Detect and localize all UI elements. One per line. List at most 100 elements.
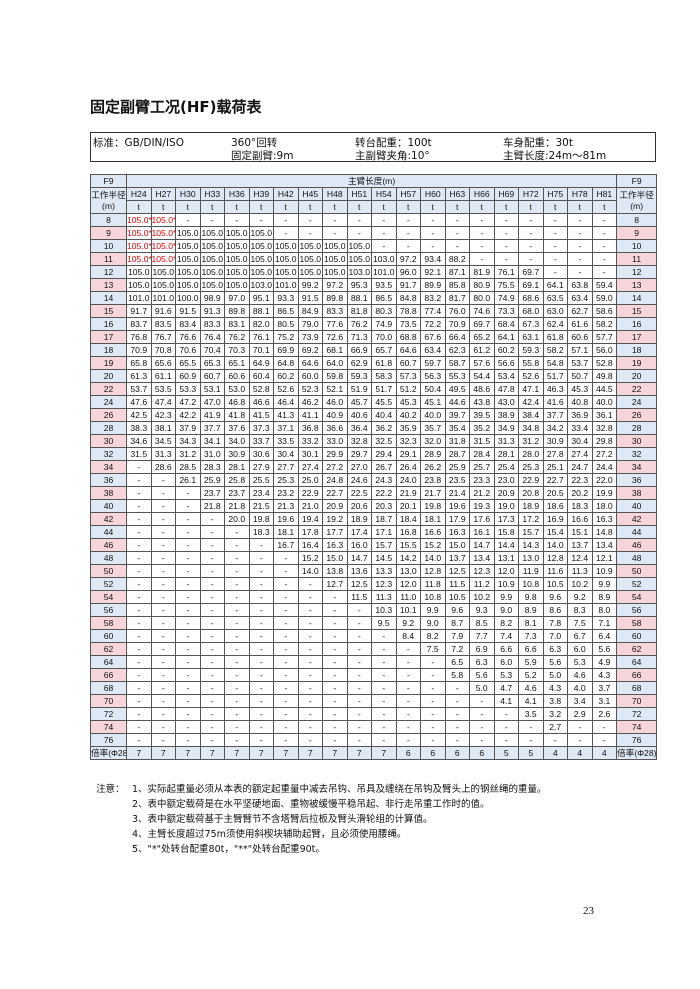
load-value: - bbox=[493, 733, 519, 747]
load-value: - bbox=[175, 551, 201, 565]
load-value: 40.9 bbox=[322, 408, 348, 422]
data-row: 56- - - - - - - - - -10.3 10.1 9.9 9.6 9.3 9.0 8.9 8.6 8.… bbox=[90, 603, 658, 617]
load-value: - bbox=[469, 733, 495, 747]
info-item: 车身配重：30t bbox=[503, 137, 573, 149]
unit: t bbox=[297, 200, 323, 214]
load-value: 27.9 bbox=[248, 460, 274, 474]
load-value: 31.2 bbox=[175, 447, 201, 461]
load-value: 105.0 bbox=[297, 252, 323, 266]
load-value: 14.8 bbox=[591, 525, 618, 539]
load-value: - bbox=[567, 733, 593, 747]
load-value: - bbox=[297, 213, 323, 227]
load-value: - bbox=[322, 603, 348, 617]
load-value: 105.0 bbox=[322, 252, 348, 266]
load-value: - bbox=[224, 733, 250, 747]
load-value: 68.6 bbox=[518, 291, 544, 305]
load-value: 8.3 bbox=[567, 603, 593, 617]
load-value: 39.7 bbox=[444, 408, 470, 422]
load-value: - bbox=[297, 694, 323, 708]
load-value: 76.6 bbox=[175, 330, 201, 344]
load-value: 62.4 bbox=[542, 317, 568, 331]
radius: 26 bbox=[616, 408, 658, 422]
radius: 56 bbox=[616, 603, 658, 617]
load-value: 13.0 bbox=[395, 564, 421, 578]
title: 固定副臂工况(HF)载荷表 bbox=[90, 98, 262, 116]
load-value: 21.4 bbox=[444, 486, 470, 500]
load-value: 26.7 bbox=[371, 460, 397, 474]
load-value: 59.0 bbox=[591, 291, 618, 305]
load-value: 22.7 bbox=[322, 486, 348, 500]
load-value: 47.0 bbox=[199, 395, 225, 409]
load-value: 34.5 bbox=[150, 434, 176, 448]
data-row: 44- - - - -18.3 18.1 17.8 17.7 17.4 17.1 16.8 16.6 1… bbox=[90, 525, 658, 539]
load-value: - bbox=[371, 733, 397, 747]
load-value: 32.3 bbox=[395, 434, 421, 448]
load-value: - bbox=[591, 265, 618, 279]
load-value: - bbox=[297, 603, 323, 617]
load-value: 60.4 bbox=[248, 369, 274, 383]
load-value: - bbox=[248, 733, 274, 747]
load-value: 15.0 bbox=[322, 551, 348, 565]
load-value: 3.5 bbox=[518, 707, 544, 721]
load-value: 20.3 bbox=[371, 499, 397, 513]
load-value: - bbox=[346, 720, 372, 734]
load-value: 70.6 bbox=[175, 343, 201, 357]
load-value: 105.0 bbox=[273, 265, 299, 279]
load-value: - bbox=[493, 252, 519, 266]
load-value: 50.7 bbox=[567, 369, 593, 383]
load-value: - bbox=[175, 603, 201, 617]
load-value: 86.5 bbox=[371, 291, 397, 305]
load-value: 37.3 bbox=[248, 421, 274, 435]
radius: 9 bbox=[90, 226, 127, 240]
load-value: 30.4 bbox=[273, 447, 299, 461]
load-value: 28.7 bbox=[444, 447, 470, 461]
load-value: 3.8 bbox=[542, 694, 568, 708]
load-value: 105.0 bbox=[175, 265, 201, 279]
data-row: 15 91.7 91.6 91.5 91.3 89.8 88.1 86.5 84.9 83.3 81… bbox=[90, 304, 658, 318]
load-value: 45.3 bbox=[395, 395, 421, 409]
load-value: 51.7 bbox=[542, 369, 568, 383]
load-value: - bbox=[346, 226, 372, 240]
radius: 76 bbox=[90, 733, 127, 747]
load-value: - bbox=[273, 603, 299, 617]
column-header: H33 bbox=[199, 187, 225, 201]
load-value: 73.5 bbox=[395, 317, 421, 331]
load-value: - bbox=[297, 707, 323, 721]
load-value: 22.7 bbox=[542, 473, 568, 487]
load-value: - bbox=[199, 629, 225, 643]
load-value: 46.4 bbox=[273, 395, 299, 409]
load-value: 59.8 bbox=[322, 369, 348, 383]
load-value: 4.6 bbox=[567, 668, 593, 682]
load-value: 36.2 bbox=[371, 421, 397, 435]
radius: 38 bbox=[90, 486, 127, 500]
load-value: 72.2 bbox=[420, 317, 446, 331]
load-value: 6.9 bbox=[469, 642, 495, 656]
radius: 62 bbox=[616, 642, 658, 656]
radius: 20 bbox=[616, 369, 658, 383]
load-value: 4.1 bbox=[518, 694, 544, 708]
info-item: 主臂长度:24m～81m bbox=[503, 150, 607, 162]
load-value: 68.4 bbox=[493, 317, 519, 331]
load-value: 58.3 bbox=[371, 369, 397, 383]
load-value: 28.9 bbox=[420, 447, 446, 461]
load-value: - bbox=[126, 668, 152, 682]
load-value: 36.4 bbox=[346, 421, 372, 435]
load-value: - bbox=[175, 538, 201, 552]
load-value: 8.6 bbox=[542, 603, 568, 617]
load-value: 61.8 bbox=[542, 330, 568, 344]
load-value: 61.8 bbox=[371, 356, 397, 370]
load-value: 20.0 bbox=[224, 512, 250, 526]
load-value: 70.4 bbox=[199, 343, 225, 357]
radius: 15 bbox=[90, 304, 127, 318]
load-value: - bbox=[150, 655, 176, 669]
load-value: 34.1 bbox=[199, 434, 225, 448]
load-value: 105.0 bbox=[150, 278, 176, 292]
data-row: 62- - - - - - - - - - - -7.5 7.2 6.9 6.6 6.6 6.3 6.0 5.6 62 bbox=[90, 642, 658, 656]
load-value: 15.2 bbox=[420, 538, 446, 552]
load-value: 2.7 bbox=[542, 720, 568, 734]
radius: 13 bbox=[90, 278, 127, 292]
load-value: 21.0 bbox=[297, 499, 323, 513]
load-value: - bbox=[444, 694, 470, 708]
load-value: 7.3 bbox=[518, 629, 544, 643]
radius: 74 bbox=[616, 720, 658, 734]
